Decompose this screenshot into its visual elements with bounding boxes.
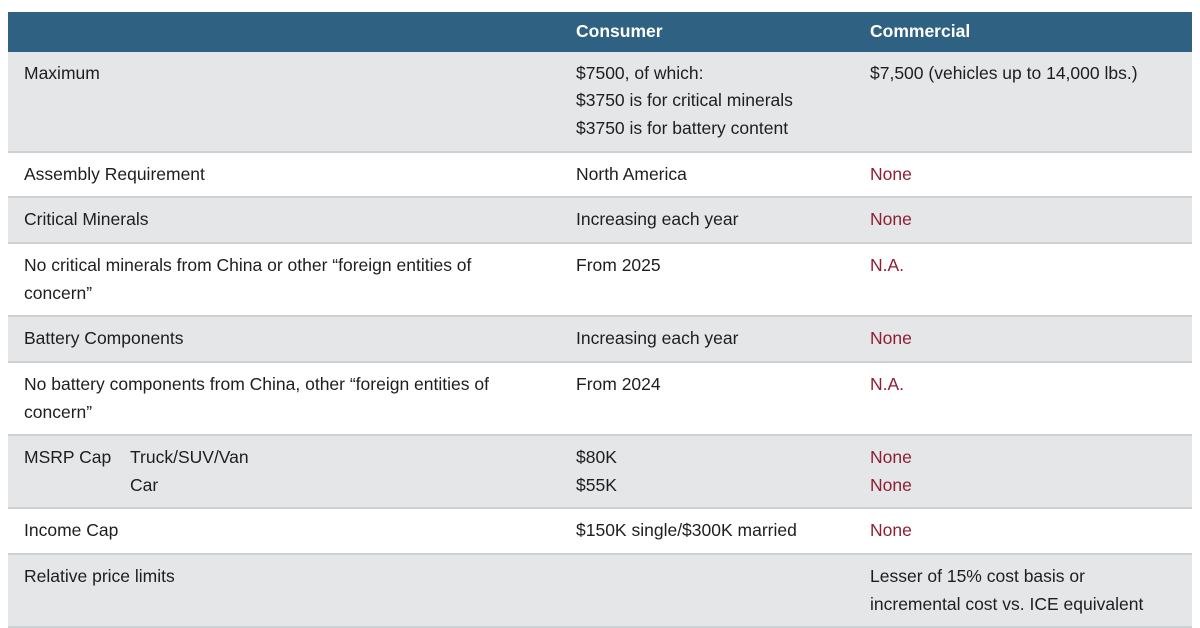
consumer-cell: $150K single/$300K married	[560, 507, 854, 555]
row-sublabel: Car	[130, 474, 159, 495]
row-label: Assembly Requirement	[24, 163, 205, 184]
commercial-cell: N.A.	[854, 241, 1192, 317]
commercial-cell: Lesser of 15% cost basis or incremental …	[854, 553, 1192, 628]
consumer-cell: Increasing each year	[560, 315, 854, 362]
row-label-cell: Relative price limits	[8, 553, 560, 628]
row-label: MSRP Cap	[24, 447, 112, 468]
row-label-cell: No battery components from China, other …	[8, 360, 560, 436]
consumer-cell	[560, 553, 854, 628]
table-row: No critical minerals from China or other…	[8, 241, 1192, 317]
table-row: Assembly Requirement North America None	[8, 150, 1192, 198]
row-sublabel: Truck/SUV/Van	[130, 447, 249, 468]
commercial-cell: None	[854, 150, 1192, 198]
row-label: Relative price limits	[24, 566, 175, 587]
consumer-cell: $80K $55K	[560, 434, 854, 509]
cell-value: None	[870, 447, 912, 468]
cell-value: $7,500 (vehicles up to 14,000 lbs.)	[870, 62, 1138, 83]
row-label: No critical minerals from China or other…	[24, 254, 472, 303]
cell-value: $3750 is for battery content	[576, 118, 789, 139]
cell-value: $3750 is for critical minerals	[576, 90, 793, 111]
table-row: Maximum $7500, of which: $3750 is for crit…	[8, 51, 1192, 152]
cell-value: $55K	[576, 474, 617, 495]
commercial-cell: $7,500 (vehicles up to 14,000 lbs.)	[854, 51, 1192, 152]
table-row: Critical Minerals Increasing each year Non…	[8, 196, 1192, 243]
cell-value: $7500, of which:	[576, 62, 704, 83]
cell-value: From 2024	[576, 373, 661, 394]
row-label: Maximum	[24, 62, 100, 83]
row-label-cell: Battery Components	[8, 315, 560, 362]
table-header-row: Consumer Commercial	[8, 12, 1192, 52]
row-label: Battery Components	[24, 328, 184, 349]
header-cell-empty	[8, 12, 560, 52]
cell-value: From 2025	[576, 254, 661, 275]
consumer-cell: From 2024	[560, 360, 854, 436]
consumer-cell: Increasing each year	[560, 196, 854, 243]
table-row: MSRP Cap Truck/SUV/Van Car $80K $55K None None	[8, 434, 1192, 509]
cell-value: N.A.	[870, 373, 905, 394]
commercial-cell: None	[854, 315, 1192, 362]
cell-value: None	[870, 520, 912, 541]
cell-value: N.A.	[870, 254, 905, 275]
row-label-cell: Maximum	[8, 51, 560, 152]
cell-value: None	[870, 209, 912, 230]
commercial-cell: N.A.	[854, 360, 1192, 436]
cell-value: Increasing each year	[576, 209, 739, 230]
commercial-cell: None	[854, 507, 1192, 555]
table-row: No battery components from China, other …	[8, 360, 1192, 436]
cell-value: None	[870, 328, 912, 349]
cell-value: None	[870, 163, 912, 184]
consumer-cell: From 2025	[560, 241, 854, 317]
cell-value: Increasing each year	[576, 328, 739, 349]
row-label: No battery components from China, other …	[24, 373, 489, 422]
row-label: Income Cap	[24, 520, 119, 541]
row-sublabels: Truck/SUV/Van Car	[130, 444, 544, 499]
header-cell-consumer: Consumer	[560, 12, 854, 52]
table-row: Battery Components Increasing each year No…	[8, 315, 1192, 362]
row-label-cell: MSRP Cap Truck/SUV/Van Car	[8, 434, 560, 509]
cell-value: $80K	[576, 447, 617, 468]
consumer-cell: North America	[560, 150, 854, 198]
row-label-cell: Critical Minerals	[8, 196, 560, 243]
header-cell-commercial: Commercial	[854, 12, 1192, 52]
row-label-cell: Assembly Requirement	[8, 150, 560, 198]
cell-value: None	[870, 474, 912, 495]
cell-value: $150K single/$300K married	[576, 520, 797, 541]
row-label-cell: No critical minerals from China or other…	[8, 241, 560, 317]
commercial-cell: None	[854, 196, 1192, 243]
row-label: Critical Minerals	[24, 209, 149, 230]
consumer-cell: $7500, of which: $3750 is for critical mi…	[560, 51, 854, 152]
row-label-cell: Income Cap	[8, 507, 560, 555]
table-row: Income Cap $150K single/$300K married None	[8, 507, 1192, 555]
cell-value: North America	[576, 163, 687, 184]
table-row: Relative price limits Lesser of 15% cost …	[8, 553, 1192, 628]
ev-tax-credit-comparison-table: Consumer Commercial Maximum $7500, of whi…	[8, 12, 1192, 628]
commercial-cell: None None	[854, 434, 1192, 509]
cell-value: Lesser of 15% cost basis or incremental …	[870, 566, 1144, 614]
